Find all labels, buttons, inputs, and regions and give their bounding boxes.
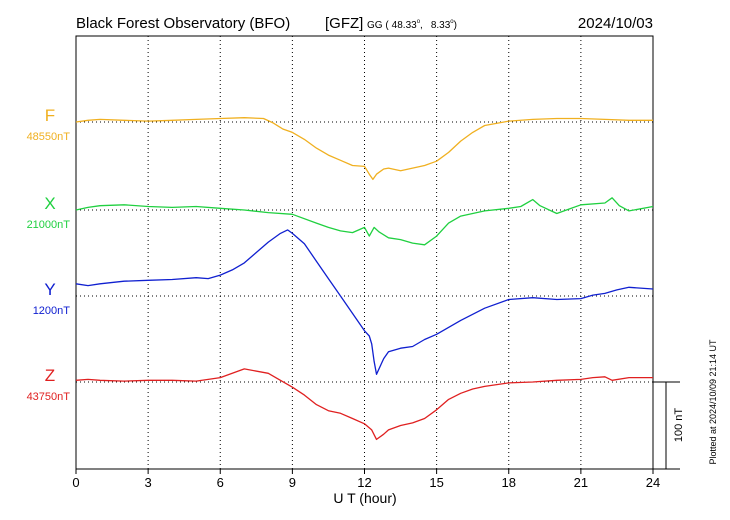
x-tick-label-3: 3 <box>145 475 152 490</box>
x-tick-label-9: 9 <box>289 475 296 490</box>
x-tick-label-21: 21 <box>574 475 588 490</box>
series-labels: F 48550nT X 21000nT Y 1200nT Z 43750nT <box>27 106 71 403</box>
series-line-F <box>75 117 653 181</box>
series-lines <box>75 117 654 441</box>
x-axis-label: U T (hour) <box>333 490 396 506</box>
series-baseline-label-Z: 43750nT <box>27 391 71 403</box>
coord-lon: 8.33 <box>431 20 451 31</box>
chart-date: 2024/10/03 <box>578 15 653 32</box>
baselines <box>76 121 653 383</box>
coord-lat-degree: o <box>417 19 421 25</box>
x-tick-label-15: 15 <box>429 475 443 490</box>
coord-prefix: GG ( <box>367 20 389 31</box>
x-tick-label-12: 12 <box>357 475 371 490</box>
coord-suffix: ) <box>454 20 457 31</box>
coord-lon-degree: o <box>450 19 454 25</box>
x-tick-label-24: 24 <box>646 475 660 490</box>
series-baseline-label-F: 48550nT <box>27 131 71 143</box>
series-baseline-label-Y: 1200nT <box>33 305 71 317</box>
coordinates-label: GG (48.33o, 8.33o) <box>367 19 457 31</box>
series-line-X <box>75 197 654 246</box>
x-tick-label-6: 6 <box>217 475 224 490</box>
series-line-Z <box>75 368 653 441</box>
scale-bar-label: 100 nT <box>673 408 685 443</box>
series-name-F: F <box>45 106 55 125</box>
grid <box>147 36 582 469</box>
chart-title: Black Forest Observatory (BFO) <box>76 15 290 32</box>
series-name-Y: Y <box>44 280 55 299</box>
series-name-Z: Z <box>45 366 55 385</box>
org-label: [GFZ] <box>325 15 363 32</box>
plotted-timestamp: Plotted at 2024/10/09 21:14 UT <box>708 339 718 465</box>
series-line-Y <box>75 229 654 375</box>
series-baseline-label-X: 21000nT <box>27 219 71 231</box>
x-axis: 0 3 6 9 12 15 18 21 24 <box>72 469 660 490</box>
x-tick-label-0: 0 <box>72 475 79 490</box>
series-name-X: X <box>44 194 55 213</box>
x-tick-label-18: 18 <box>502 475 516 490</box>
scale-bar: 100 nT <box>653 381 685 470</box>
coord-lat: 48.33 <box>392 20 417 31</box>
